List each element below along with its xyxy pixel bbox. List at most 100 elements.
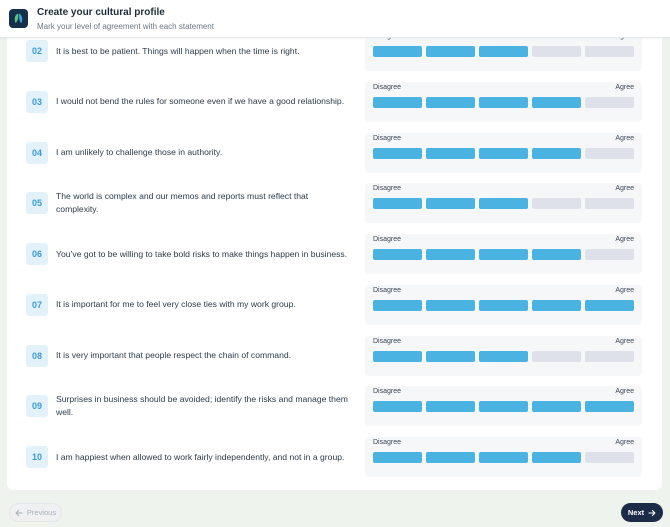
agreement-level-4[interactable] xyxy=(532,96,581,108)
agreement-level-3[interactable] xyxy=(479,350,528,362)
agreement-level-5[interactable] xyxy=(585,249,634,260)
arrow-left-icon xyxy=(15,509,23,516)
agreement-level-1[interactable] xyxy=(373,147,422,159)
agreement-level-5[interactable] xyxy=(585,401,634,413)
scale-label-agree: Agree xyxy=(615,134,634,142)
question-row: 05 The world is complex and our memos and… xyxy=(7,183,662,224)
agreement-scale: Disagree Agree xyxy=(365,284,642,325)
question-statement: I am happiest when allowed to work fairl… xyxy=(56,451,345,462)
scale-label-disagree: Disagree xyxy=(373,337,402,345)
question-number: 06 xyxy=(26,243,48,265)
agreement-level-2[interactable] xyxy=(426,452,475,463)
agreement-level-5[interactable] xyxy=(585,96,634,108)
agreement-level-3[interactable] xyxy=(479,299,528,311)
agreement-level-1[interactable] xyxy=(373,299,422,311)
page-subtitle: Mark your level of agreement with each s… xyxy=(37,21,214,31)
agreement-level-4[interactable] xyxy=(532,401,581,413)
agreement-level-3[interactable] xyxy=(479,96,528,108)
agreement-level-2[interactable] xyxy=(426,299,475,311)
scale-label-agree: Agree xyxy=(615,286,634,294)
agreement-level-2[interactable] xyxy=(426,350,475,362)
next-button[interactable]: Next xyxy=(621,503,663,522)
agreement-level-1[interactable] xyxy=(373,249,422,260)
scale-label-agree: Agree xyxy=(615,439,634,446)
question-number: 02 xyxy=(26,40,48,62)
agreement-bars xyxy=(373,147,634,159)
question-statement: I would not bend the rules for someone e… xyxy=(56,96,345,107)
agreement-scale: Disagree Agree xyxy=(365,386,642,427)
agreement-level-4[interactable] xyxy=(532,46,581,57)
question-row: 04 I am unlikely to challenge those in au… xyxy=(7,132,662,173)
agreement-level-3[interactable] xyxy=(479,401,528,413)
agreement-level-3[interactable] xyxy=(479,249,528,260)
scale-label-disagree: Disagree xyxy=(373,83,402,91)
agreement-level-3[interactable] xyxy=(479,198,528,210)
question-row: 03 I would not bend the rules for someone… xyxy=(7,81,662,122)
question-statement: It is best to be patient. Things will ha… xyxy=(56,45,300,56)
agreement-level-1[interactable] xyxy=(373,46,422,57)
agreement-level-4[interactable] xyxy=(532,147,581,159)
question-row: 08 It is very important that people respe… xyxy=(7,335,662,376)
app-header: Create your cultural profile Mark your l… xyxy=(0,0,670,38)
scale-label-agree: Agree xyxy=(615,83,634,91)
scale-label-agree: Agree xyxy=(615,337,634,345)
agreement-scale: Disagree Agree xyxy=(365,234,642,274)
agreement-bars xyxy=(373,198,634,210)
question-number: 10 xyxy=(26,446,48,468)
scale-label-agree: Agree xyxy=(615,388,634,396)
agreement-level-2[interactable] xyxy=(426,249,475,260)
agreement-level-1[interactable] xyxy=(373,401,422,413)
agreement-level-1[interactable] xyxy=(373,198,422,210)
agreement-level-4[interactable] xyxy=(532,350,581,362)
question-statement: The world is complex and our memos and r… xyxy=(56,191,309,215)
agreement-level-5[interactable] xyxy=(585,299,634,311)
agreement-level-3[interactable] xyxy=(479,452,528,463)
page-title: Create your cultural profile xyxy=(37,6,165,18)
agreement-level-3[interactable] xyxy=(479,46,528,57)
agreement-level-2[interactable] xyxy=(426,96,475,108)
scale-label-disagree: Disagree xyxy=(373,388,402,396)
agreement-level-2[interactable] xyxy=(426,401,475,413)
previous-button-label: Previous xyxy=(26,508,57,517)
agreement-level-1[interactable] xyxy=(373,452,422,463)
agreement-level-3[interactable] xyxy=(479,147,528,159)
question-number: 09 xyxy=(26,395,48,418)
agreement-level-5[interactable] xyxy=(585,147,634,159)
agreement-level-1[interactable] xyxy=(373,350,422,362)
agreement-scale: Disagree Agree xyxy=(365,335,642,376)
scale-label-agree: Agree xyxy=(615,236,634,243)
arrow-right-icon xyxy=(648,509,656,516)
agreement-level-4[interactable] xyxy=(532,198,581,210)
previous-button[interactable]: Previous xyxy=(9,503,62,522)
leaf-logo-icon xyxy=(9,9,28,28)
agreement-level-5[interactable] xyxy=(585,198,634,210)
scale-label-agree: Agree xyxy=(615,38,634,40)
agreement-level-5[interactable] xyxy=(585,452,634,463)
scale-label-disagree: Disagree xyxy=(373,439,402,446)
question-statement: It is important for me to feel very clos… xyxy=(56,299,296,310)
question-statement: It is very important that people respect… xyxy=(56,350,292,360)
agreement-level-4[interactable] xyxy=(532,299,581,311)
agreement-scale: Disagree Agree xyxy=(365,437,642,477)
agreement-level-4[interactable] xyxy=(532,249,581,260)
agreement-level-4[interactable] xyxy=(532,452,581,463)
agreement-bars xyxy=(373,96,634,108)
agreement-level-2[interactable] xyxy=(426,198,475,210)
agreement-bars xyxy=(373,401,634,413)
agreement-bars xyxy=(373,249,634,260)
question-number: 05 xyxy=(26,192,48,215)
agreement-level-1[interactable] xyxy=(373,96,422,108)
agreement-level-5[interactable] xyxy=(585,46,634,57)
scale-label-agree: Agree xyxy=(615,185,634,193)
agreement-level-5[interactable] xyxy=(585,350,634,362)
agreement-bars xyxy=(373,46,634,57)
question-row: 10 I am happiest when allowed to work fai… xyxy=(7,437,662,477)
questions-panel: 02 It is best to be patient. Things will … xyxy=(7,38,662,490)
agreement-level-2[interactable] xyxy=(426,147,475,159)
footer-nav: Previous Next xyxy=(0,498,670,527)
question-row: 09 Surprises in business should be avoide… xyxy=(7,386,662,427)
agreement-level-2[interactable] xyxy=(426,46,475,57)
question-row: 07 It is important for me to feel very cl… xyxy=(7,284,662,325)
question-number: 04 xyxy=(26,141,48,164)
scale-label-disagree: Disagree xyxy=(373,236,402,243)
